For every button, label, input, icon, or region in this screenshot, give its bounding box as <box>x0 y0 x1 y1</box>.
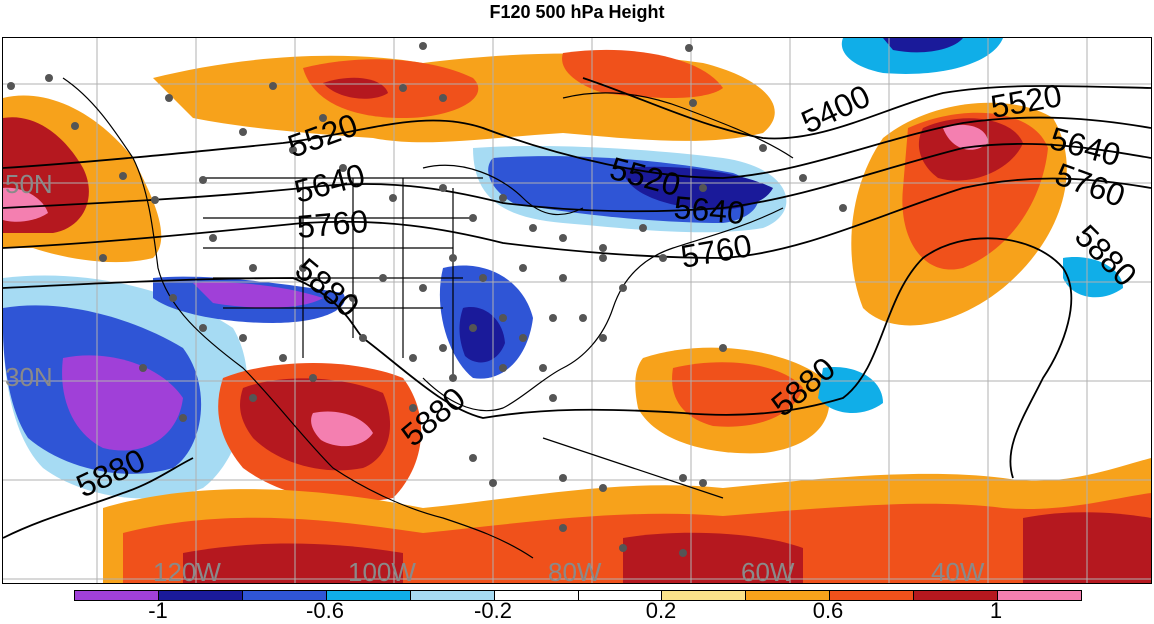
lon-label-120w: 120W <box>153 557 221 583</box>
colorbar-tick-label: -0.6 <box>306 598 344 623</box>
station-markers <box>7 42 847 557</box>
colorbar-tick-label: -1 <box>148 598 168 623</box>
contour-5880 <box>3 237 1073 479</box>
colorbar <box>74 590 1082 601</box>
anomaly-region <box>672 362 803 427</box>
contour-5880-south <box>3 457 194 539</box>
anomaly-region <box>562 49 723 98</box>
coordinate-labels: 50N 30N 120W 100W 80W 60W 40W <box>5 169 985 583</box>
colorbar-segment <box>75 591 159 600</box>
colorbar-tick-label: 0.2 <box>645 598 677 623</box>
lon-label-80w: 80W <box>548 557 602 583</box>
colorbar-segment <box>242 591 327 600</box>
lon-label-40w: 40W <box>931 557 985 583</box>
colorbar-segment <box>746 591 831 600</box>
lon-label-60w: 60W <box>741 557 795 583</box>
anomaly-region <box>883 38 963 53</box>
colorbar-segment <box>830 591 915 600</box>
colorbar-tick-label: 1 <box>989 598 1003 623</box>
anomaly-region <box>183 543 403 583</box>
anomaly-fill-layer <box>3 38 1151 583</box>
colorbar-tick-label: -0.2 <box>474 598 512 623</box>
lon-label-100w: 100W <box>348 557 416 583</box>
map-panel: 5400 5520 5640 5760 5880 5520 5640 5760 … <box>2 37 1152 584</box>
contour-5760 <box>3 177 1151 259</box>
anomaly-region <box>193 282 323 308</box>
anomaly-region <box>943 124 988 150</box>
anomaly-region <box>3 187 48 222</box>
colorbar-segment <box>326 591 411 600</box>
anomaly-region <box>1063 257 1123 298</box>
contour-5520 <box>3 116 1151 179</box>
colorbar-segment <box>494 591 579 600</box>
colorbar-segment <box>410 591 495 600</box>
map-title: F120 500 hPa Height <box>489 2 665 22</box>
colorbar-segment <box>998 591 1082 600</box>
anomaly-region <box>323 77 388 99</box>
colorbar-segment <box>578 591 663 600</box>
lat-label-30n: 30N <box>5 362 53 392</box>
anomaly-region <box>841 38 1003 74</box>
anomaly-region <box>623 532 803 583</box>
height-contours <box>3 77 1151 539</box>
contour-5400 <box>582 77 1151 140</box>
colorbar-segment <box>662 591 747 600</box>
contour-label: 5640 <box>672 189 746 231</box>
colorbar-segment <box>914 591 999 600</box>
anomaly-region <box>459 307 505 363</box>
anomaly-region <box>62 355 183 451</box>
contour-label: 5760 <box>295 203 369 245</box>
contour-5640 <box>3 142 1151 213</box>
lat-lon-grid <box>3 38 1151 583</box>
anomaly-region <box>303 59 479 118</box>
lat-label-50n: 50N <box>5 169 53 199</box>
colorbar-tick-label: 0.6 <box>812 598 844 623</box>
anomaly-region <box>818 367 883 414</box>
anomaly-region <box>311 411 373 447</box>
colorbar-segment <box>158 591 243 600</box>
